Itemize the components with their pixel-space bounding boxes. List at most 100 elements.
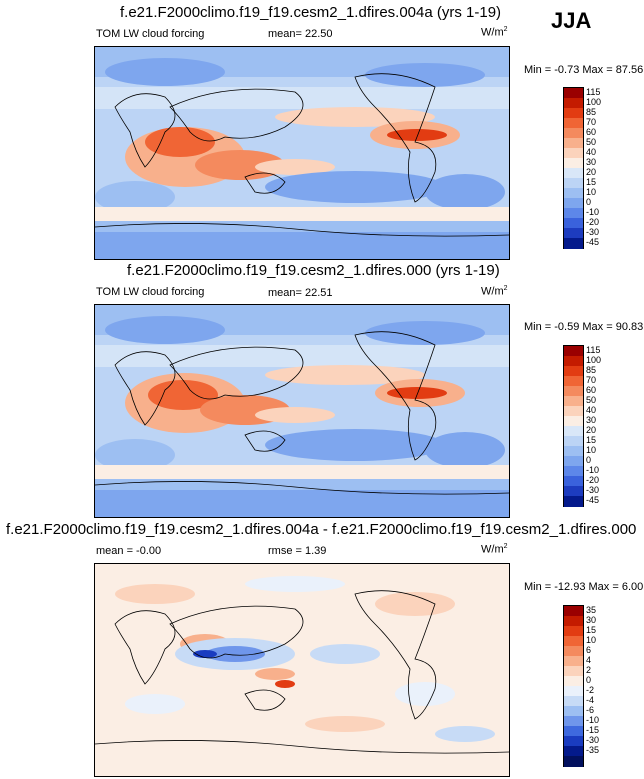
colorbar-tick-label: 40 — [586, 405, 597, 415]
colorbar-swatch — [564, 446, 583, 457]
colorbar-swatch — [564, 496, 583, 507]
colorbar-swatch — [564, 756, 583, 767]
panel-1-units: W/m2 — [481, 26, 508, 39]
panel-3-colorbar — [563, 605, 584, 767]
colorbar-swatch — [564, 218, 583, 229]
colorbar-swatch — [564, 736, 583, 747]
colorbar-tick-label: 60 — [586, 127, 597, 137]
colorbar-swatch — [564, 346, 583, 357]
colorbar-swatch — [564, 178, 583, 189]
colorbar-swatch — [564, 686, 583, 697]
colorbar-tick-label: 70 — [586, 375, 597, 385]
colorbar-tick-label: 0 — [586, 455, 592, 465]
colorbar-tick-label: 10 — [586, 445, 597, 455]
colorbar-swatch — [564, 466, 583, 477]
colorbar-tick-label: 60 — [586, 385, 597, 395]
colorbar-swatch — [564, 676, 583, 687]
colorbar-tick-label: 115 — [586, 345, 601, 355]
colorbar-swatch — [564, 616, 583, 627]
panel-2-variable: TOM LW cloud forcing — [96, 286, 205, 298]
colorbar-tick-label: -45 — [586, 495, 600, 505]
colorbar-swatch — [564, 238, 583, 249]
colorbar-swatch — [564, 636, 583, 647]
colorbar-tick-label: 4 — [586, 655, 592, 665]
colorbar-swatch — [564, 696, 583, 707]
colorbar-tick-label: 70 — [586, 117, 597, 127]
colorbar-tick-label: 0 — [586, 675, 592, 685]
colorbar-tick-label: -10 — [586, 715, 600, 725]
colorbar-tick-label: 100 — [586, 97, 602, 107]
colorbar-swatch — [564, 746, 583, 757]
colorbar-swatch — [564, 386, 583, 397]
colorbar-tick-label: -30 — [586, 227, 600, 237]
colorbar-swatch — [564, 416, 583, 427]
colorbar-tick-label: 30 — [586, 415, 597, 425]
panel-1-colorbar — [563, 87, 584, 249]
colorbar-tick-label: -45 — [586, 237, 600, 247]
colorbar-tick-label: 15 — [586, 435, 597, 445]
colorbar-tick-label: 115 — [586, 87, 601, 97]
colorbar-swatch — [564, 228, 583, 239]
colorbar-tick-label: 2 — [586, 665, 592, 675]
panel-1-field — [95, 47, 509, 259]
colorbar-tick-label: -35 — [586, 745, 600, 755]
panel-2-mean: mean= 22.51 — [268, 287, 333, 299]
colorbar-swatch — [564, 726, 583, 737]
colorbar-swatch — [564, 168, 583, 179]
panel-3-units: W/m2 — [481, 543, 508, 556]
colorbar-swatch — [564, 456, 583, 467]
colorbar-swatch — [564, 666, 583, 677]
panel-2-map — [94, 304, 510, 518]
colorbar-tick-label: 35 — [586, 605, 597, 615]
colorbar-tick-label: -2 — [586, 685, 595, 695]
colorbar-tick-label: 15 — [586, 625, 597, 635]
colorbar-swatch — [564, 158, 583, 169]
colorbar-swatch — [564, 706, 583, 717]
panel-1-title: f.e21.F2000climo.f19_f19.cesm2_1.dfires.… — [120, 4, 502, 21]
colorbar-tick-label: 20 — [586, 167, 597, 177]
colorbar-tick-label: 40 — [586, 147, 597, 157]
panel-1-variable: TOM LW cloud forcing — [96, 28, 205, 40]
season-label: JJA — [551, 8, 592, 33]
colorbar-swatch — [564, 208, 583, 219]
colorbar-swatch — [564, 376, 583, 387]
colorbar-swatch — [564, 626, 583, 637]
colorbar-swatch — [564, 198, 583, 209]
colorbar-swatch — [564, 88, 583, 99]
colorbar-tick-label: 10 — [586, 635, 597, 645]
colorbar-tick-label: -10 — [586, 207, 600, 217]
colorbar-swatch — [564, 118, 583, 129]
colorbar-tick-label: 20 — [586, 425, 597, 435]
colorbar-swatch — [564, 656, 583, 667]
colorbar-tick-label: 15 — [586, 177, 597, 187]
colorbar-swatch — [564, 646, 583, 657]
colorbar-swatch — [564, 188, 583, 199]
panel-3-title: f.e21.F2000climo.f19_f19.cesm2_1.dfires.… — [6, 521, 637, 538]
panel-3-mean: mean = -0.00 — [96, 545, 162, 557]
panel-2-minmax: Min = -0.59 Max = 90.83 — [524, 321, 644, 333]
colorbar-tick-label: 6 — [586, 645, 592, 655]
colorbar-tick-label: 50 — [586, 137, 597, 147]
colorbar-tick-label: 85 — [586, 365, 597, 375]
colorbar-swatch — [564, 716, 583, 727]
colorbar-tick-label: -4 — [586, 695, 595, 705]
colorbar-swatch — [564, 366, 583, 377]
panel-2-units: W/m2 — [481, 285, 508, 298]
colorbar-swatch — [564, 406, 583, 417]
colorbar-tick-label: -20 — [586, 217, 600, 227]
colorbar-tick-label: 0 — [586, 197, 592, 207]
panel-1-minmax: Min = -0.73 Max = 87.56 — [524, 64, 644, 76]
panel-3-field — [95, 564, 509, 776]
colorbar-tick-label: -10 — [586, 465, 600, 475]
panel-2-colorbar — [563, 345, 584, 507]
colorbar-swatch — [564, 98, 583, 109]
colorbar-swatch — [564, 396, 583, 407]
colorbar-swatch — [564, 426, 583, 437]
panel-3-minmax: Min = -12.93 Max = 6.00 — [524, 581, 644, 593]
colorbar-tick-label: 30 — [586, 615, 597, 625]
colorbar-tick-label: -30 — [586, 485, 600, 495]
colorbar-swatch — [564, 436, 583, 447]
panel-3-rmse: rmse = 1.39 — [268, 545, 327, 557]
colorbar-tick-label: 30 — [586, 157, 597, 167]
panel-2-title: f.e21.F2000climo.f19_f19.cesm2_1.dfires.… — [127, 262, 500, 279]
